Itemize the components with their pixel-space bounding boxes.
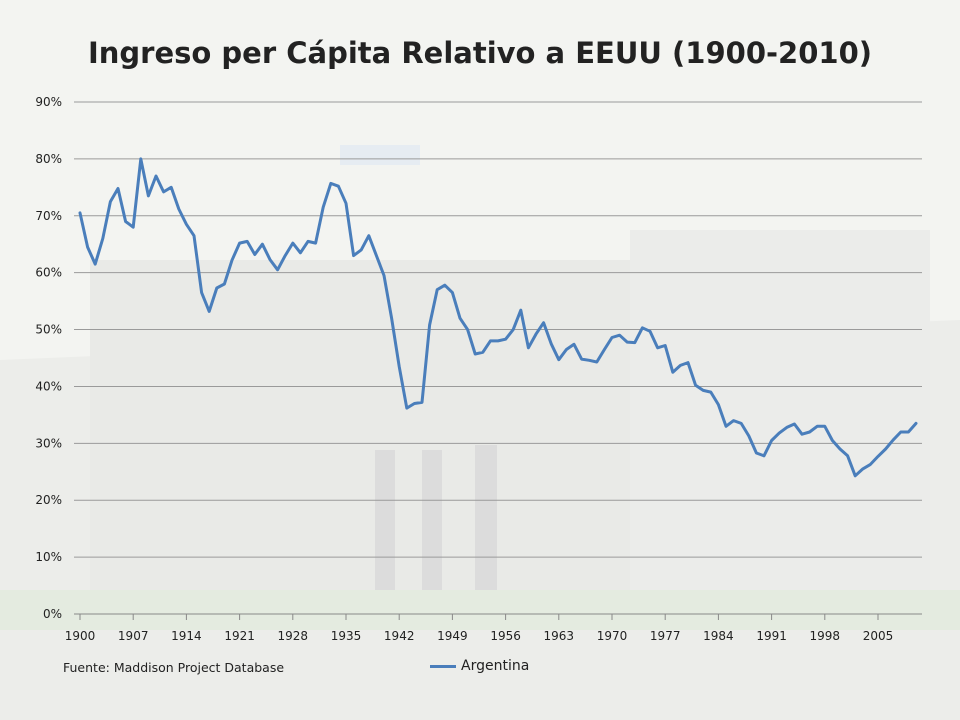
x-tick-label: 1984	[703, 629, 734, 643]
y-tick-label: 60%	[35, 266, 62, 280]
x-tick-label: 1977	[650, 629, 681, 643]
legend-swatch-argentina	[430, 664, 456, 668]
x-tick-label: 1991	[756, 629, 787, 643]
y-tick-label: 80%	[35, 152, 62, 166]
x-tick-label: 1963	[544, 629, 575, 643]
x-tick-label: 1914	[171, 629, 202, 643]
x-tick-label: 1900	[65, 629, 96, 643]
y-tick-label: 70%	[35, 209, 62, 223]
y-tick-label: 40%	[35, 379, 62, 393]
x-tick-label: 1935	[331, 629, 362, 643]
y-tick-label: 20%	[35, 493, 62, 507]
x-tick-label: 1942	[384, 629, 415, 643]
gridlines	[74, 101, 922, 615]
y-tick-label: 90%	[35, 95, 62, 109]
y-tick-label: 0%	[43, 607, 62, 621]
legend-label-argentina: Argentina	[461, 658, 530, 674]
x-tick-label: 1907	[118, 629, 149, 643]
y-tick-label: 30%	[35, 436, 62, 450]
x-tick-label: 1956	[490, 629, 521, 643]
y-tick-label: 10%	[35, 550, 62, 564]
x-tick-label: 1970	[597, 629, 628, 643]
series-line-argentina	[78, 157, 918, 478]
source-note: Fuente: Maddison Project Database	[63, 660, 285, 675]
y-tick-label: 50%	[35, 323, 62, 337]
x-tick-label: 1998	[810, 629, 841, 643]
x-axis-ticks: 1900 1907 1914 1921 1928 1935 1942 1949 1956 1963…	[65, 614, 894, 643]
chart-title: Ingreso per Cápita Relativo a EEUU (1900…	[87, 36, 873, 70]
x-tick-label: 2005	[863, 629, 894, 643]
x-tick-label: 1921	[224, 629, 255, 643]
x-tick-label: 1928	[278, 629, 309, 643]
legend: Argentina	[430, 658, 529, 674]
y-axis-ticks: 0% 10% 20% 30% 40% 50% 60% 70% 80% 90%	[35, 95, 62, 621]
x-tick-label: 1949	[437, 629, 468, 643]
series-layer	[78, 157, 918, 478]
